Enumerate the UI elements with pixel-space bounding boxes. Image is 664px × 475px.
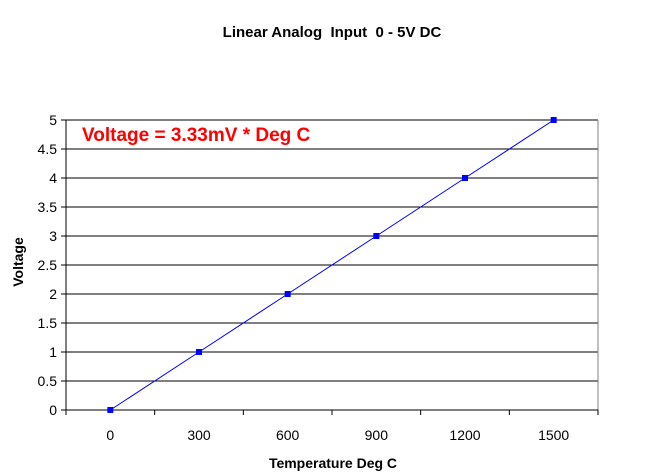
x-tick-label: 900	[365, 427, 389, 443]
y-tick-label: 2	[49, 286, 57, 302]
x-tick-label: 1500	[538, 427, 569, 443]
series-0	[107, 117, 557, 413]
data-point	[373, 233, 380, 239]
y-tick-labels: 0 0.5 1 1.5 2 2.5 3 3.5 4 4.5 5	[38, 112, 58, 418]
y-tick-label: 5	[49, 112, 57, 128]
data-point	[284, 291, 291, 297]
y-tick-label: 4.5	[38, 141, 58, 157]
axes	[61, 119, 599, 415]
y-tick-label: 2.5	[38, 257, 58, 273]
y-tick-label: 4	[49, 170, 57, 186]
y-tick-label: 3.5	[38, 199, 58, 215]
y-tick-label: 1.5	[38, 315, 58, 331]
data-point	[550, 117, 557, 123]
formula-annotation: Voltage = 3.33mV * Deg C	[82, 125, 311, 146]
x-tick-label: 0	[106, 427, 114, 443]
gridlines	[66, 119, 598, 382]
data-point	[196, 349, 202, 355]
x-tick-label: 600	[276, 427, 300, 443]
chart-title: Linear Analog Input 0 - 5V DC	[222, 24, 442, 41]
y-tick-label: 0.5	[38, 373, 58, 389]
data-point	[462, 175, 468, 181]
x-axis-title: Temperature Deg C	[269, 455, 397, 471]
y-tick-label: 0	[49, 402, 57, 418]
x-tick-label: 1200	[449, 427, 480, 443]
x-tick-labels: 0 300 600 900 1200 1500	[106, 427, 569, 443]
y-tick-label: 3	[49, 228, 57, 244]
x-tick-label: 300	[187, 427, 211, 443]
y-tick-label: 1	[49, 344, 57, 360]
data-point	[107, 407, 114, 413]
y-axis-title: Voltage	[10, 237, 26, 287]
series-line	[110, 119, 554, 411]
